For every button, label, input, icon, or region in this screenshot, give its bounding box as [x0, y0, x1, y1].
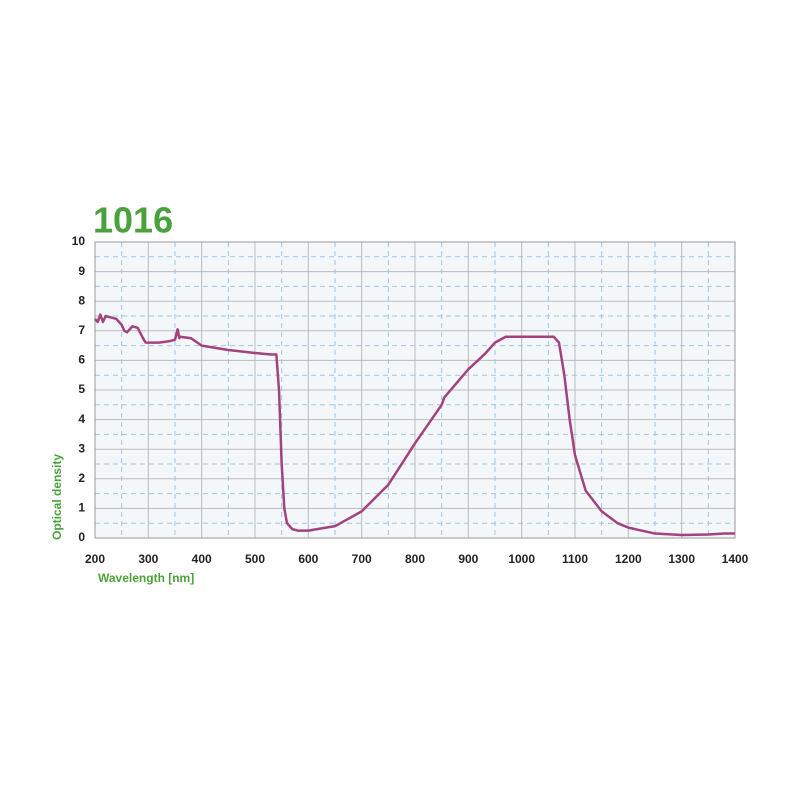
y-tick-label: 9 — [78, 264, 85, 278]
x-tick-label: 800 — [405, 552, 425, 566]
x-tick-label: 900 — [458, 552, 478, 566]
x-tick-label: 1400 — [722, 552, 749, 566]
x-tick-label: 700 — [352, 552, 372, 566]
x-tick-label: 200 — [85, 552, 105, 566]
y-tick-label: 8 — [78, 293, 85, 307]
x-tick-label: 300 — [138, 552, 158, 566]
y-axis-label: Optical density — [50, 454, 64, 540]
chart-title: 1016 — [93, 200, 173, 241]
plot-frame — [94, 241, 736, 539]
y-tick-label: 7 — [78, 323, 85, 337]
y-tick-label: 2 — [78, 471, 85, 485]
y-tick-label: 6 — [78, 353, 85, 367]
data-line — [94, 313, 735, 537]
y-tick-label: 1 — [78, 501, 85, 515]
x-tick-label: 400 — [192, 552, 212, 566]
x-axis-label: Wavelength [nm] — [98, 571, 194, 585]
y-tick-label: 3 — [78, 441, 85, 455]
x-tick-label: 1200 — [615, 552, 642, 566]
x-tick-label: 1000 — [508, 552, 535, 566]
y-tick-label: 10 — [72, 234, 86, 248]
x-tick-label: 1300 — [668, 552, 695, 566]
x-tick-label: 1100 — [562, 552, 588, 566]
y-tick-label: 4 — [78, 412, 85, 426]
y-tick-label: 5 — [78, 382, 85, 396]
x-tick-label: 600 — [298, 552, 318, 566]
x-tick-label: 500 — [245, 552, 265, 566]
y-tick-label: 0 — [78, 530, 85, 544]
